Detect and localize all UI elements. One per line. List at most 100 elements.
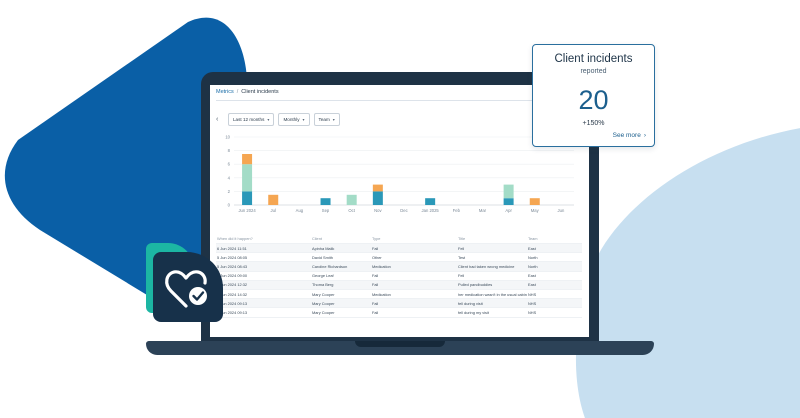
group-select-value: Team bbox=[318, 117, 330, 122]
x-tick-label: Sep bbox=[322, 208, 330, 213]
incident-count: 20 bbox=[578, 85, 609, 115]
bar-segment[interactable] bbox=[346, 194, 357, 205]
breadcrumb-current: Client incidents bbox=[241, 89, 279, 95]
table-cell: 4 Jun 2024 09:13 bbox=[217, 300, 248, 306]
table-cell: Fall bbox=[372, 245, 379, 251]
y-tick-label: 0 bbox=[228, 203, 231, 208]
table-cell: 5 Jun 2024 08:43 bbox=[217, 263, 248, 269]
table-header-row: When did it happen? Client Type Title Te… bbox=[216, 233, 582, 244]
filter-bar: ‹ Last 12 months ▾ Monthly ▾ Team ▾ bbox=[216, 113, 340, 126]
bar-segment[interactable] bbox=[242, 164, 253, 192]
table-cell: Other bbox=[372, 254, 382, 260]
table-cell: Fall bbox=[372, 282, 379, 288]
table-cell: 6 Jun 2024 11:51 bbox=[217, 245, 247, 251]
bar-segment[interactable] bbox=[503, 198, 514, 205]
table-row[interactable]: 5 Jun 2024 12:32 Thoma Berg Fall Pulled pan… bbox=[216, 280, 582, 290]
group-select[interactable]: Team ▾ bbox=[313, 113, 340, 126]
column-header[interactable]: Title bbox=[458, 235, 466, 241]
chevron-down-icon: ▾ bbox=[302, 117, 305, 122]
table-cell: fell during my visit bbox=[458, 309, 489, 315]
laptop-base bbox=[146, 341, 654, 355]
x-tick-label: Jun bbox=[558, 208, 565, 213]
breadcrumb-metrics-link[interactable]: Metrics bbox=[216, 89, 234, 95]
chevron-down-icon: ▾ bbox=[267, 117, 270, 122]
table-row[interactable]: 4 Jun 2024 09:13 Mary Cooper Fall fell duri… bbox=[216, 299, 582, 309]
table-cell: East bbox=[528, 245, 536, 251]
table-row[interactable]: 5 Jun 2024 08:05 David Smith Other Test Nort… bbox=[216, 253, 582, 263]
table-cell: 4 Jun 2024 09:13 bbox=[217, 309, 248, 315]
laptop-screen: Metrics / Client incidents ‹ Last 12 mon… bbox=[210, 85, 589, 337]
table-cell: Caroline Richardson bbox=[312, 263, 348, 269]
table-cell: Medication bbox=[372, 291, 391, 297]
card-subtitle: reported bbox=[580, 68, 607, 75]
x-tick-label: Nov bbox=[374, 208, 382, 213]
table-cell: Mary Cooper bbox=[312, 309, 335, 315]
y-tick-label: 2 bbox=[228, 189, 231, 194]
see-more-link[interactable]: See more › bbox=[613, 132, 646, 139]
table-cell: 5 Jun 2024 09:00 bbox=[217, 273, 248, 279]
column-header[interactable]: When did it happen? bbox=[217, 235, 253, 241]
client-incidents-card: Client incidents reported 20 +150% See m… bbox=[532, 44, 655, 147]
heart-check-icon bbox=[165, 270, 207, 308]
column-header[interactable]: Team bbox=[528, 235, 538, 241]
table-cell: David Smith bbox=[312, 254, 333, 260]
table-cell: North bbox=[528, 263, 538, 269]
column-header[interactable]: Client bbox=[312, 235, 322, 241]
bar-segment[interactable] bbox=[425, 198, 436, 205]
blue-blob-shape bbox=[4, 17, 250, 320]
table-row[interactable]: 4 Jun 2024 09:13 Mary Cooper Fall fell duri… bbox=[216, 308, 582, 318]
x-tick-label: Mar bbox=[479, 208, 487, 213]
interval-select[interactable]: Monthly ▾ bbox=[278, 113, 310, 126]
period-select-value: Last 12 months bbox=[233, 117, 265, 122]
table-cell: Apinha Malik bbox=[312, 245, 335, 251]
bar-segment[interactable] bbox=[320, 198, 331, 205]
bar-segment[interactable] bbox=[503, 184, 514, 199]
y-tick-label: 8 bbox=[228, 148, 231, 153]
table-cell: George Leaf bbox=[312, 273, 334, 279]
card-title: Client incidents bbox=[554, 53, 633, 65]
x-tick-label: Jun 2024 bbox=[238, 208, 256, 213]
bar-segment[interactable] bbox=[268, 194, 279, 205]
table-cell: 5 Jun 2024 12:32 bbox=[217, 282, 248, 288]
table-cell: East bbox=[528, 273, 536, 279]
chevron-right-icon: › bbox=[643, 132, 646, 139]
light-blue-circle-shape bbox=[575, 128, 800, 418]
table-row[interactable]: 5 Jun 2024 08:43 Caroline Richardson Medic… bbox=[216, 262, 582, 272]
x-tick-label: Jan 2025 bbox=[422, 208, 440, 213]
divider bbox=[216, 100, 583, 101]
y-tick-label: 4 bbox=[228, 175, 231, 180]
period-select[interactable]: Last 12 months ▾ bbox=[228, 113, 275, 126]
bar-segment[interactable] bbox=[242, 154, 253, 165]
table-cell: Medication bbox=[372, 263, 391, 269]
table-cell: Thoma Berg bbox=[312, 282, 334, 288]
table-cell: Fell bbox=[458, 273, 465, 279]
column-header[interactable]: Type bbox=[372, 235, 381, 241]
table-cell: NHS bbox=[528, 309, 537, 315]
see-more-label: See more bbox=[612, 132, 641, 139]
table-cell: her medication wasn't in the usual cabin… bbox=[458, 291, 527, 297]
bar-segment[interactable] bbox=[372, 184, 383, 192]
incidents-bar-chart: 0 2 4 6 8 10 Jun 2024 Jul Aug Sep Oct Nov Dec Jan 202… bbox=[225, 135, 574, 213]
bar-segment[interactable] bbox=[529, 198, 540, 205]
bar-segment[interactable] bbox=[372, 191, 383, 205]
table-cell: East bbox=[528, 282, 536, 288]
x-tick-label: May bbox=[531, 208, 540, 213]
x-tick-label: Apr bbox=[505, 208, 512, 213]
y-tick-label: 10 bbox=[225, 135, 230, 140]
table-cell: fell during visit bbox=[458, 300, 483, 306]
bar-segment[interactable] bbox=[242, 191, 253, 205]
table-row[interactable]: 6 Jun 2024 11:51 Apinha Malik Fall Fell East bbox=[216, 244, 582, 254]
badge bbox=[153, 252, 223, 322]
table-cell: Fell bbox=[458, 245, 465, 251]
laptop-notch bbox=[355, 341, 445, 347]
y-tick-label: 6 bbox=[228, 162, 231, 167]
table-row[interactable]: 4 Jun 2024 14:32 Mary Cooper Medication her… bbox=[216, 290, 582, 300]
table-cell: Pulled pandbuddies bbox=[458, 282, 493, 288]
table-row[interactable]: 5 Jun 2024 09:00 George Leaf Fall Fell East bbox=[216, 272, 582, 281]
table-cell: NHS bbox=[528, 291, 537, 297]
table-cell: 5 Jun 2024 08:05 bbox=[217, 254, 248, 260]
table-cell: NHS bbox=[528, 300, 537, 306]
chevron-left-icon[interactable]: ‹ bbox=[216, 116, 219, 123]
table-cell: Mary Cooper bbox=[312, 291, 335, 297]
table-cell: Test bbox=[458, 254, 466, 260]
